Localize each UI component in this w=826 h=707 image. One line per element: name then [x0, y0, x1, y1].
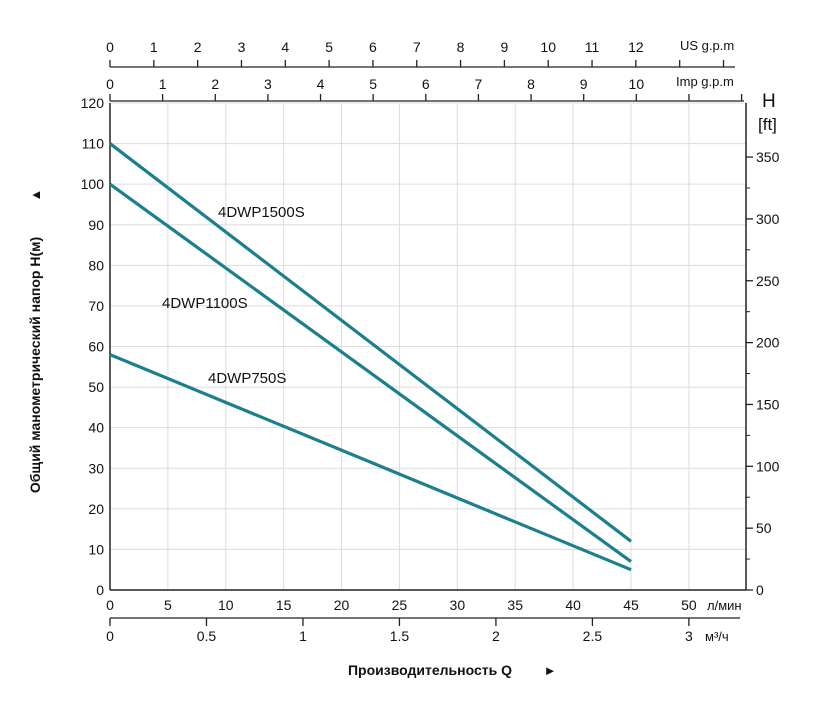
- ft-unit-label: [ft]: [758, 115, 777, 134]
- grid: [110, 102, 746, 590]
- m3h-tick-label: 0.5: [197, 628, 217, 644]
- imp-gpm-tick-label: 8: [527, 76, 535, 92]
- us-gpm-unit-label: US g.p.m: [680, 38, 734, 53]
- ft-tick-label: 100: [756, 458, 780, 474]
- us-gpm-tick-label: 9: [500, 39, 508, 55]
- y-tick-label: 60: [88, 339, 104, 355]
- us-gpm-tick-label: 1: [150, 39, 158, 55]
- y-tick-label: 80: [88, 257, 104, 273]
- y-tick-label: 70: [88, 298, 104, 314]
- x-axis-title: Производительность Q: [348, 662, 512, 678]
- m3h-tick-label: 1.5: [390, 628, 410, 644]
- m3h-tick-label: 2.5: [583, 628, 603, 644]
- imp-gpm-tick-label: 1: [159, 76, 167, 92]
- m3h-tick-label: 1: [299, 628, 307, 644]
- series-line-4dwp1500s: [109, 142, 632, 543]
- m3h-tick-label: 2: [492, 628, 500, 644]
- ft-unit-symbol: H: [762, 91, 776, 112]
- series-label: 4DWP750S: [208, 370, 286, 387]
- imp-gpm-tick-label: 5: [369, 76, 377, 92]
- us-gpm-tick-label: 5: [325, 39, 333, 55]
- y-axis-title-group: Общий манометрический напор H(м) ▲: [27, 189, 43, 494]
- us-gpm-tick-label: 10: [540, 39, 556, 55]
- us-gpm-tick-label: 0: [106, 39, 114, 55]
- ft-tick-label: 350: [756, 149, 780, 165]
- y-tick-label: 10: [88, 541, 104, 557]
- m3h-tick-label: 3: [685, 628, 693, 644]
- x-tick-label: 25: [392, 597, 408, 613]
- x-tick-label: 0: [106, 597, 114, 613]
- imp-gpm-tick-label: 10: [629, 76, 645, 92]
- x-tick-label: 30: [450, 597, 466, 613]
- y-tick-label: 100: [81, 176, 105, 192]
- series-label: 4DWP1100S: [162, 295, 248, 312]
- imp-gpm-tick-label: 0: [106, 76, 114, 92]
- imp-gpm-unit-label: Imp g.p.m: [676, 74, 734, 89]
- y-tick-label: 0: [96, 582, 104, 598]
- ft-tick-label: 300: [756, 211, 780, 227]
- labels: 4DWP1500S 4DWP1100S 4DWP750S Производительн…: [27, 189, 556, 678]
- ft-tick-label: 150: [756, 396, 780, 412]
- y-tick-label: 20: [88, 501, 104, 517]
- us-gpm-tick-label: 7: [413, 39, 421, 55]
- x-tick-label: 20: [334, 597, 350, 613]
- y-tick-label: 90: [88, 217, 104, 233]
- x-tick-label: 35: [507, 597, 523, 613]
- us-gpm-tick-label: 3: [238, 39, 246, 55]
- x-tick-label: 40: [565, 597, 581, 613]
- x-tick-label: 50: [681, 597, 697, 613]
- x-tick-label: 5: [164, 597, 172, 613]
- imp-gpm-tick-label: 9: [580, 76, 588, 92]
- ft-tick-label: 200: [756, 335, 780, 351]
- y-tick-label: 120: [81, 95, 105, 111]
- series-line-4dwp750s: [109, 353, 632, 572]
- us-gpm-tick-label: 8: [457, 39, 465, 55]
- y-axis-title: Общий манометрический напор H(м): [27, 237, 43, 493]
- y-tick-label: 30: [88, 460, 104, 476]
- series-label: 4DWP1500S: [218, 204, 305, 221]
- x-axis-arrow: ►: [544, 663, 557, 678]
- series-lines: [109, 142, 632, 572]
- m3h-tick-label: 0: [106, 628, 114, 644]
- m3h-unit-label: м³/ч: [705, 629, 729, 644]
- imp-gpm-tick-label: 6: [422, 76, 430, 92]
- ft-tick-label: 0: [756, 582, 764, 598]
- us-gpm-tick-label: 2: [194, 39, 202, 55]
- us-gpm-tick-label: 11: [585, 39, 600, 55]
- us-gpm-tick-label: 4: [281, 39, 289, 55]
- y-tick-label: 50: [88, 379, 104, 395]
- imp-gpm-tick-label: 4: [317, 76, 325, 92]
- x-tick-label: 10: [218, 597, 234, 613]
- us-gpm-tick-label: 12: [628, 39, 644, 55]
- x-tick-label: 15: [276, 597, 292, 613]
- ft-tick-label: 250: [756, 273, 780, 289]
- imp-gpm-tick-label: 7: [475, 76, 483, 92]
- us-gpm-tick-label: 6: [369, 39, 377, 55]
- y-tick-label: 40: [88, 420, 104, 436]
- series-line-4dwp1100s: [109, 182, 632, 563]
- imp-gpm-tick-label: 2: [211, 76, 219, 92]
- imp-gpm-tick-label: 3: [264, 76, 272, 92]
- y-tick-label: 110: [82, 136, 105, 152]
- x-tick-label: 45: [623, 597, 639, 613]
- x-unit-label: л/мин: [707, 598, 742, 613]
- y-axis-arrow: ▲: [28, 189, 43, 202]
- ft-tick-label: 50: [756, 520, 772, 536]
